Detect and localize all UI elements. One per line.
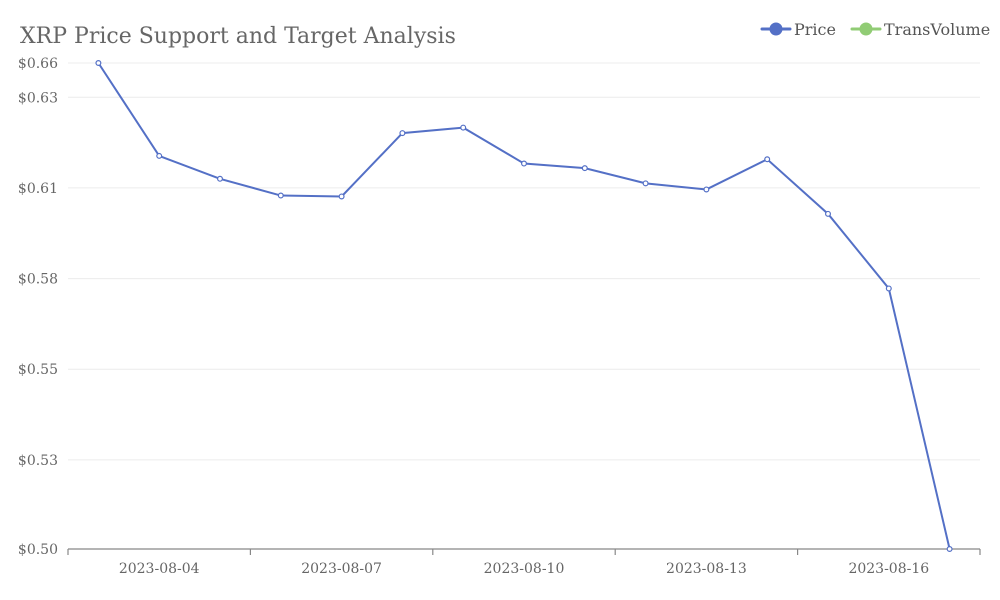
legend[interactable]: Price TransVolume [760, 20, 990, 39]
chart-title: XRP Price Support and Target Analysis [20, 24, 456, 49]
legend-marker-price [769, 22, 783, 36]
price-series-line[interactable] [97, 62, 951, 550]
price-point[interactable] [520, 160, 527, 167]
x-axis: 2023-08-04 2023-08-07 2023-08-10 2023-08-13… [67, 548, 981, 577]
y-axis-labels: $0.50 $0.53 $0.55 $0.58 $0.61 $0.63 $0.66 [18, 56, 58, 558]
y-tick-label: $0.53 [18, 453, 58, 469]
x-tick-label: 2023-08-04 [119, 561, 200, 577]
x-tick-label: 2023-08-10 [484, 561, 565, 577]
price-point[interactable] [642, 180, 649, 187]
price-point[interactable] [885, 285, 892, 292]
price-point[interactable] [824, 210, 831, 217]
legend-label-transvolume: TransVolume [884, 20, 990, 39]
price-point[interactable] [156, 152, 163, 159]
grid-lines [68, 62, 980, 461]
legend-label-price: Price [794, 20, 836, 39]
y-tick-label: $0.50 [18, 542, 58, 558]
legend-item-transvolume[interactable]: TransVolume [850, 20, 990, 39]
price-point[interactable] [95, 59, 102, 66]
y-tick-label: $0.61 [18, 181, 58, 197]
y-tick-label: $0.58 [18, 272, 58, 288]
price-point[interactable] [217, 175, 224, 182]
x-tick-label: 2023-08-13 [666, 561, 747, 577]
price-point[interactable] [338, 193, 345, 200]
price-point[interactable] [703, 186, 710, 193]
y-tick-label: $0.63 [18, 90, 58, 106]
price-point[interactable] [946, 545, 953, 552]
series-layer[interactable] [95, 59, 953, 552]
price-point[interactable] [581, 165, 588, 172]
price-point[interactable] [764, 156, 771, 163]
price-point[interactable] [460, 124, 467, 131]
legend-marker-transvolume [859, 22, 873, 36]
y-tick-label: $0.66 [18, 56, 58, 72]
price-point[interactable] [399, 130, 406, 137]
x-tick-label: 2023-08-07 [301, 561, 382, 577]
y-tick-label: $0.55 [18, 362, 58, 378]
price-point[interactable] [277, 192, 284, 199]
x-tick-label: 2023-08-16 [848, 561, 929, 577]
legend-item-price[interactable]: Price [760, 20, 836, 39]
